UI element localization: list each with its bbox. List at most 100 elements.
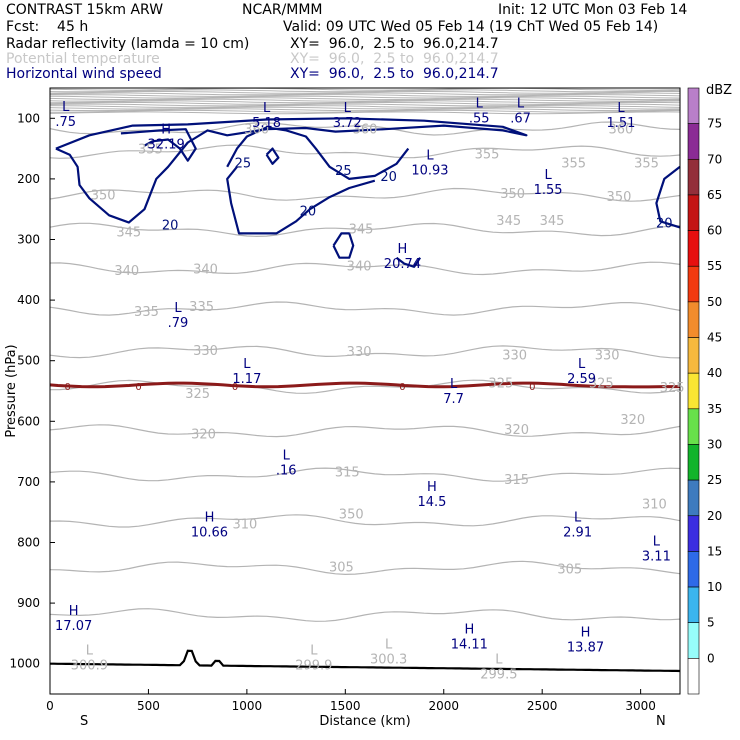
extremum-value: 2.59: [567, 372, 596, 387]
wind-contour-label: 20: [656, 217, 673, 232]
extremum-value: 1.51: [606, 116, 635, 131]
x-tick-label: 500: [137, 699, 160, 713]
theta-label: 345: [116, 226, 141, 241]
theta-isentrope: [49, 187, 681, 202]
wind-contour: [332, 232, 355, 259]
colorbar-swatch: [687, 444, 700, 481]
extremum-value: 1.55: [534, 183, 563, 198]
theta-label: 345: [540, 214, 565, 229]
theta-label: 355: [561, 157, 586, 172]
x-tick-label: 1500: [330, 699, 361, 713]
theta-label: 345: [496, 214, 521, 229]
y-tick-label: 200: [17, 172, 40, 186]
valid-time: Valid: 09 UTC Wed 05 Feb 14 (19 ChT Wed …: [283, 19, 659, 35]
colorbar-swatch: [687, 586, 700, 624]
theta-isentrope: [49, 467, 681, 482]
extremum-type: L: [344, 101, 352, 116]
colorbar-swatch: [687, 265, 700, 303]
theta-label: 320: [504, 423, 529, 438]
extremum-value: .79: [168, 316, 189, 331]
colorbar-level: 35: [707, 402, 722, 416]
colorbar-swatch: [687, 301, 700, 338]
field-reflectivity-xy: XY= 96.0, 2.5 to 96.0,214.7: [290, 36, 499, 52]
theta-isentrope: [49, 424, 681, 438]
x-axis-label: Distance (km): [319, 714, 410, 729]
extremum-value: .16: [276, 463, 297, 478]
theta-label: 360: [353, 123, 378, 138]
theta-label: 325: [488, 377, 513, 392]
colorbar-level: 25: [707, 473, 722, 487]
theta-min-value: 300.9: [71, 659, 108, 674]
theta-label: 330: [193, 344, 218, 359]
terrain-line: [50, 649, 681, 673]
freezing-level-value: 0: [529, 382, 535, 393]
colorbar-swatch: [687, 622, 700, 659]
extremum-type: L: [574, 510, 582, 525]
contour-labels: 0 0 0 0 0 360 360 360 355 355 355 355 350 350 350 345 34…: [65, 123, 685, 578]
theta-upper-line: [49, 95, 681, 99]
theta-isentrope: [49, 144, 681, 159]
wind-contour: [395, 256, 422, 268]
field-reflectivity-label: Radar reflectivity (lamda = 10 cm): [6, 36, 250, 52]
wind-contour-label: 25: [235, 157, 252, 172]
theta-label: 325: [660, 381, 685, 396]
extremum-value: 13.87: [567, 640, 604, 655]
theta-label: 350: [339, 507, 364, 522]
theta-isentrope: [49, 514, 681, 528]
y-tick-label: 400: [17, 293, 40, 307]
y-tick-label: 100: [17, 111, 40, 125]
wind-contour: [226, 126, 410, 180]
theta-label: 330: [347, 345, 372, 360]
extremum-type: L: [450, 377, 458, 392]
extremum-value: 2.91: [563, 525, 592, 540]
extremum-value: 10.93: [411, 164, 448, 179]
theta-min-type: L: [495, 653, 503, 668]
wind-contour: [226, 166, 376, 235]
colorbar-swatch: [687, 194, 700, 231]
y-tick-label: 800: [17, 536, 40, 550]
theta-upper-line: [49, 92, 681, 96]
wind-contour: [55, 117, 528, 224]
colorbar-level: 15: [707, 544, 722, 558]
theta-upper-line: [49, 111, 681, 115]
extremum-type: L: [578, 357, 586, 372]
wind-contour-label: 20: [300, 204, 317, 219]
theta-upper-line: [49, 98, 681, 102]
colorbar-swatch: [687, 408, 700, 445]
theta-label: 340: [347, 260, 372, 275]
colorbar-level: 30: [707, 437, 722, 451]
x-axis: 0 500 1000 1500 2000 2500 3000: [46, 689, 656, 713]
theta-label: 310: [642, 498, 667, 513]
y-axis-label: Pressure (hPa): [4, 344, 19, 437]
wind-contour-label: 20: [162, 218, 179, 233]
extremum-value: 7.7: [443, 392, 464, 407]
reflectivity-colorbar: 0 5 10 15 20 25 30 35 40 45 50 55 60 65 70 75: [687, 87, 722, 695]
theta-label: 315: [335, 466, 360, 481]
theta-label: 350: [91, 189, 116, 204]
theta-label: 360: [244, 123, 269, 138]
extremum-value: 3.72: [333, 116, 362, 131]
theta-label: 305: [557, 563, 582, 578]
wind-contour: [655, 165, 681, 229]
extremum-value: 32.19: [148, 137, 185, 152]
theta-upper-line: [49, 91, 680, 94]
theta-label: 335: [189, 300, 214, 315]
forecast-hour: Fcst: 45 h: [6, 19, 89, 35]
extremum-type: H: [161, 122, 171, 137]
colorbar-swatch: [687, 337, 700, 374]
theta-label: 335: [134, 305, 159, 320]
theta-isentrope: [49, 301, 681, 316]
freezing-level-line: [49, 381, 680, 389]
theta-upper-line: [49, 97, 681, 101]
colorbar-swatch: [687, 158, 700, 196]
colorbar-level: 45: [707, 331, 722, 345]
theta-min-type: L: [310, 644, 318, 659]
x-tick-label: 3000: [625, 699, 656, 713]
upper-theta-band: [49, 87, 681, 115]
colorbar-swatch: [687, 515, 700, 552]
theta-isentrope: [49, 222, 681, 238]
theta-upper-line: [49, 103, 681, 107]
colorbar-level: 10: [707, 580, 722, 594]
theta-upper-line: [49, 108, 681, 112]
